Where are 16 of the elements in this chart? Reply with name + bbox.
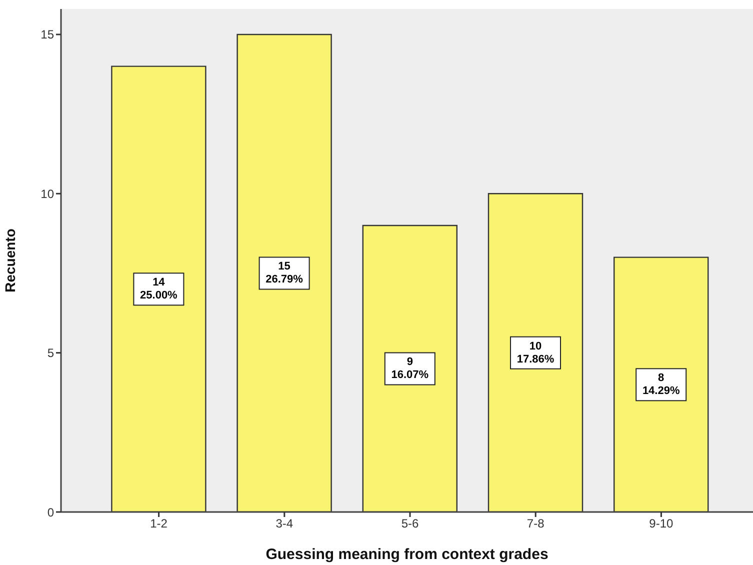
x-tick-label: 7-8: [526, 516, 545, 531]
y-tick-label: 10: [40, 186, 54, 201]
data-label: 10 17.86%: [516, 340, 554, 366]
y-tick-label: 15: [40, 28, 54, 42]
x-tick-label: 3-4: [276, 516, 294, 531]
data-label: 9 16.07%: [391, 356, 429, 382]
data-label: 8 14.29%: [642, 372, 680, 398]
y-tick-label: 0: [47, 505, 54, 520]
x-axis-title: Guessing meaning from context grades: [266, 546, 548, 563]
y-axis-title: Recuento: [2, 228, 18, 292]
y-tick-label: 5: [47, 346, 54, 360]
data-label: 15 26.79%: [266, 260, 304, 286]
x-tick-label: 5-6: [401, 516, 419, 531]
x-tick-label: 1-2: [150, 516, 168, 531]
data-label: 14 25.00%: [140, 276, 178, 302]
x-tick-label: 9-10: [649, 516, 674, 531]
